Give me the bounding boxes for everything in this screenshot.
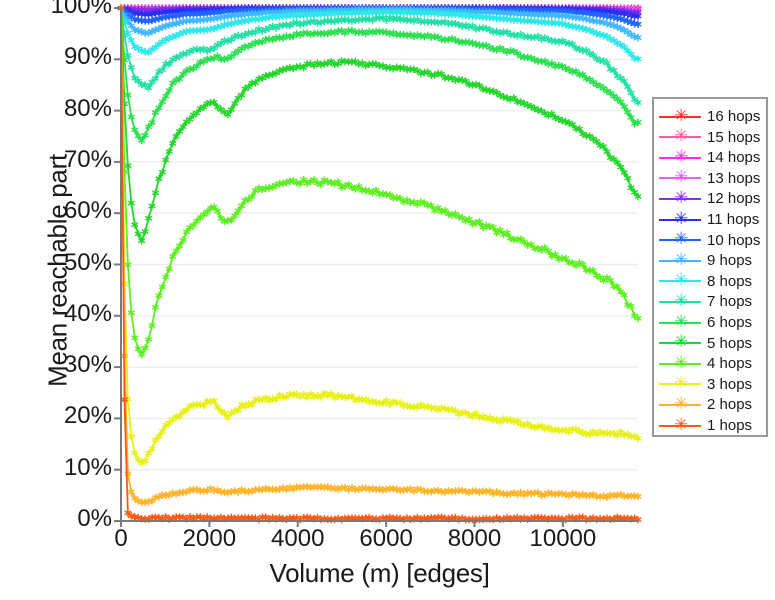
legend-swatch: ✳ — [659, 107, 701, 124]
legend-entry[interactable]: ✳ 13 hops — [654, 168, 766, 189]
legend-entry[interactable]: ✳ 3 hops — [654, 374, 766, 395]
x-axis-tick-label: 6000 — [359, 525, 413, 552]
series-line — [120, 7, 639, 464]
legend-label: 7 hops — [707, 293, 753, 311]
y-axis-tick-label: 100% — [50, 0, 112, 19]
x-axis-tick-label: 0 — [114, 525, 128, 552]
legend-entry[interactable]: ✳ 2 hops — [654, 394, 766, 415]
series-3-hops — [117, 4, 642, 467]
legend-entry[interactable]: ✳ 14 hops — [654, 147, 766, 168]
x-axis-tick-label: 4000 — [271, 525, 325, 552]
axis-ticks — [114, 7, 564, 527]
legend-label: 14 hops — [707, 149, 761, 167]
legend-marker-asterisk-icon: ✳ — [674, 208, 689, 229]
legend-swatch: ✳ — [659, 416, 701, 433]
legend-swatch: ✳ — [659, 354, 701, 371]
legend-marker-asterisk-icon: ✳ — [674, 187, 689, 208]
legend-entry[interactable]: ✳ 9 hops — [654, 250, 766, 271]
legend-swatch: ✳ — [659, 169, 701, 186]
y-axis-tick-label: 90% — [63, 43, 112, 71]
legend-marker-asterisk-icon: ✳ — [674, 105, 689, 126]
legend-entry[interactable]: ✳ 15 hops — [654, 127, 766, 148]
legend-marker-asterisk-icon: ✳ — [674, 393, 689, 414]
legend-entry[interactable]: ✳ 6 hops — [654, 312, 766, 333]
x-axis-tick-label: 8000 — [447, 525, 502, 552]
legend-marker-asterisk-icon: ✳ — [674, 229, 689, 250]
legend-label: 5 hops — [707, 334, 753, 352]
legend-label: 15 hops — [707, 128, 761, 146]
x-axis-title: Volume (m) [edges] — [269, 558, 490, 588]
legend-label: 2 hops — [707, 396, 753, 414]
series-markers — [117, 4, 642, 467]
legend-entry[interactable]: ✳ 4 hops — [654, 353, 766, 374]
y-axis-tick-label: 40% — [63, 299, 112, 327]
legend-label: 12 hops — [707, 190, 761, 208]
legend-label: 1 hops — [707, 417, 753, 434]
legend-marker-asterisk-icon: ✳ — [674, 249, 689, 270]
legend-entry[interactable]: ✳ 12 hops — [654, 188, 766, 209]
legend-swatch: ✳ — [659, 292, 701, 309]
legend-label: 4 hops — [707, 355, 753, 373]
legend-label: 6 hops — [707, 314, 753, 331]
y-axis-tick-label: 50% — [63, 248, 112, 276]
x-axis-tick-label: 2000 — [182, 525, 237, 552]
legend-swatch: ✳ — [659, 395, 701, 412]
legend-entry[interactable]: ✳ 10 hops — [654, 230, 766, 251]
legend-marker-asterisk-icon: ✳ — [674, 146, 689, 167]
legend-label: 16 hops — [707, 108, 761, 125]
legend-swatch: ✳ — [659, 272, 701, 289]
legend-label: 13 hops — [707, 169, 761, 187]
y-axis-tick-label: 10% — [63, 453, 112, 481]
legend-marker-asterisk-icon: ✳ — [674, 167, 689, 188]
legend-swatch: ✳ — [659, 251, 701, 268]
legend-swatch: ✳ — [659, 210, 701, 227]
y-axis-tick-label: 70% — [63, 145, 112, 173]
legend-marker-asterisk-icon: ✳ — [674, 414, 689, 435]
series-4-hops — [117, 4, 642, 359]
legend-swatch: ✳ — [659, 148, 701, 165]
legend-label: 11 hops — [707, 211, 760, 228]
legend-entry[interactable]: ✳ 7 hops — [654, 291, 766, 312]
legend-entry[interactable]: ✳ 16 hops — [654, 106, 766, 127]
y-axis-tick-label: 30% — [63, 351, 112, 379]
legend-marker-asterisk-icon: ✳ — [674, 311, 689, 332]
legend-marker-asterisk-icon: ✳ — [674, 332, 689, 353]
series-2-hops — [117, 4, 642, 507]
y-axis-tick-label: 0% — [77, 505, 112, 532]
y-axis-title: Mean reachable part — [42, 154, 73, 387]
legend-marker-asterisk-icon: ✳ — [674, 126, 689, 147]
series-5-hops — [117, 4, 642, 245]
legend-swatch: ✳ — [659, 189, 701, 206]
x-axis-tick-label: 10000 — [529, 525, 597, 552]
legend-label: 3 hops — [707, 375, 753, 393]
legend-entry[interactable]: ✳ 11 hops — [654, 209, 766, 230]
y-axis-tick-label: 60% — [63, 197, 112, 225]
legend-marker-asterisk-icon: ✳ — [674, 373, 689, 394]
legend-swatch: ✳ — [659, 334, 701, 351]
legend-entry[interactable]: ✳ 1 hops — [654, 415, 766, 436]
series-line — [120, 7, 639, 504]
legend-marker-asterisk-icon: ✳ — [674, 352, 689, 373]
legend-swatch: ✳ — [659, 375, 701, 392]
legend-swatch: ✳ — [659, 313, 701, 330]
legend-label: 9 hops — [707, 252, 753, 270]
legend-entry[interactable]: ✳ 5 hops — [654, 333, 766, 354]
y-axis-tick-label: 20% — [63, 402, 112, 430]
series-markers — [117, 4, 642, 359]
y-axis-tick-label: 80% — [63, 94, 112, 122]
legend-marker-asterisk-icon: ✳ — [674, 290, 689, 311]
chart-legend: ✳ 16 hops ✳ 15 hops ✳ 14 hops ✳ 13 hops ✳ 12 hops… — [652, 97, 768, 437]
legend-marker-asterisk-icon: ✳ — [674, 270, 689, 291]
legend-swatch: ✳ — [659, 128, 701, 145]
legend-label: 8 hops — [707, 272, 753, 290]
legend-swatch: ✳ — [659, 231, 701, 248]
legend-label: 10 hops — [707, 231, 761, 249]
legend-entry[interactable]: ✳ 8 hops — [654, 271, 766, 292]
series-layer — [117, 4, 642, 524]
